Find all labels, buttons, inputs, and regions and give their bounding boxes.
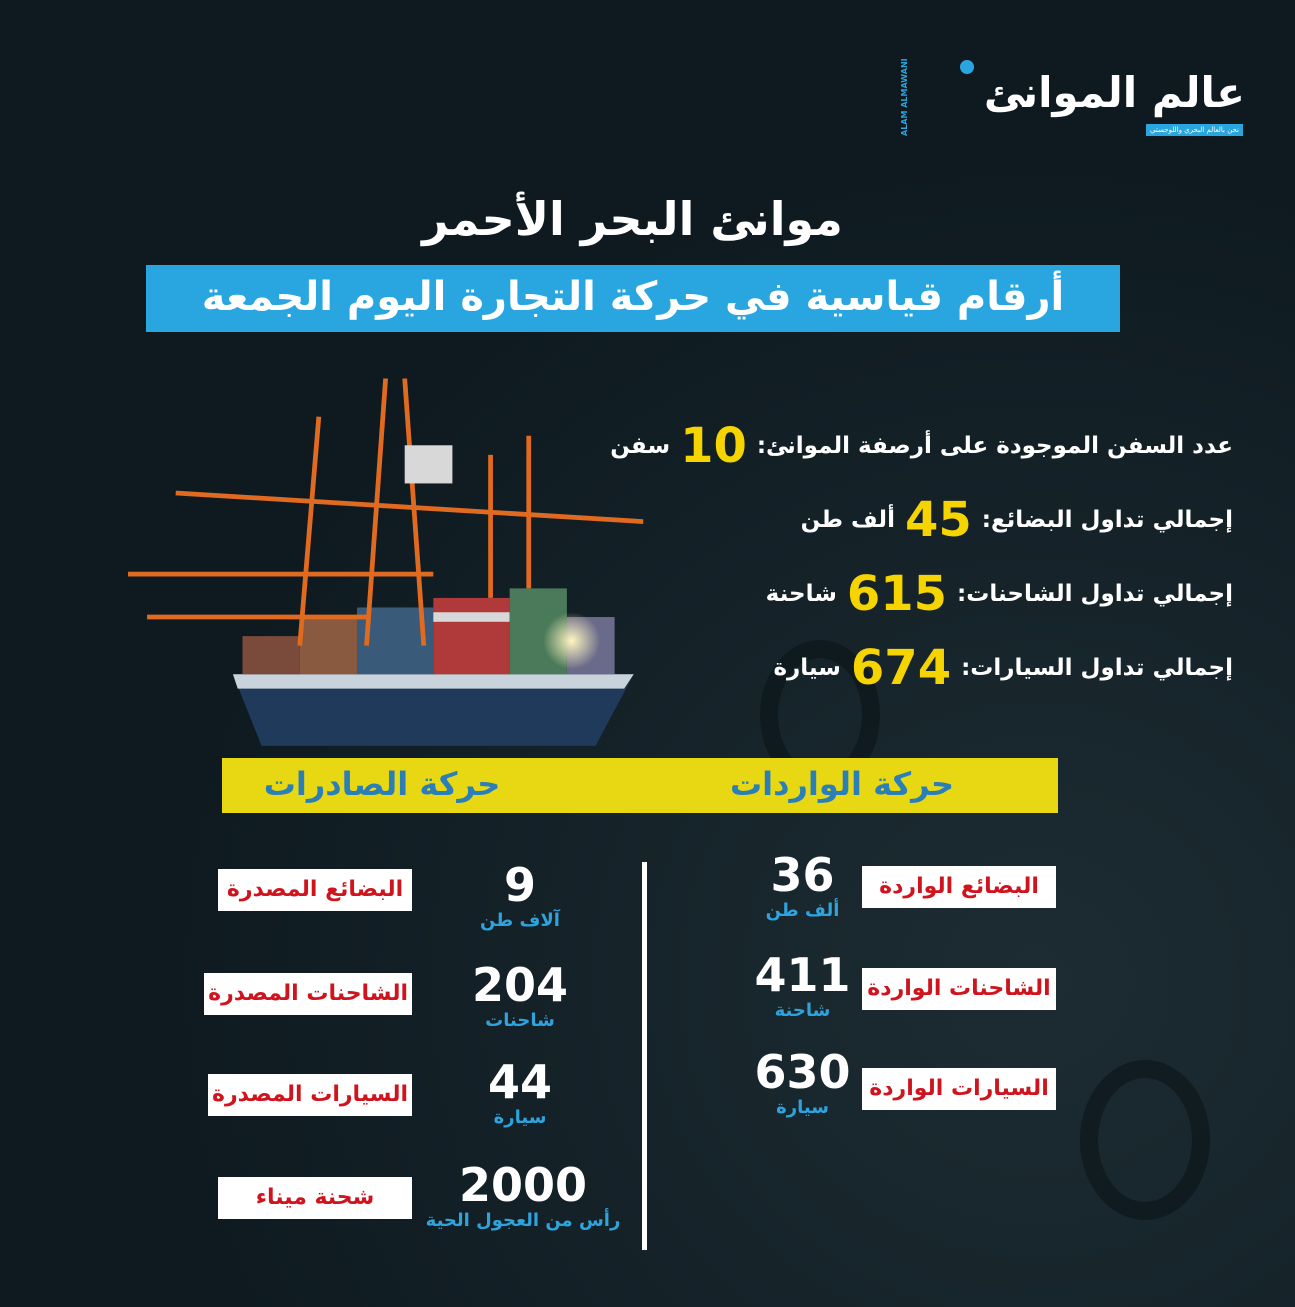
value: 2000 (458, 1158, 588, 1212)
unit: شاحنات (485, 1010, 555, 1031)
stat-unit: سيارة (773, 655, 841, 681)
exports-label: السيارات المصدرة (208, 1074, 412, 1116)
logo-latin: ALAM ALMAWANI (900, 58, 909, 136)
column-divider (642, 862, 647, 1250)
stat-value: 10 (680, 418, 747, 474)
section-header-bar: حركة الواردات حركة الصادرات (222, 758, 1058, 813)
imports-label: البضائع الواردة (862, 866, 1056, 908)
unit: آلاف طن (480, 910, 560, 931)
logo-text: عالم الموانئ (983, 68, 1245, 117)
imports-label: السيارات الواردة (862, 1068, 1056, 1110)
subtitle-banner: أرقام قياسية في حركة التجارة اليوم الجمع… (146, 265, 1120, 332)
stat-ships: عدد السفن الموجودة على أرصفة الموانئ: 10… (610, 418, 1233, 474)
unit: سيارة (776, 1097, 829, 1118)
stat-unit: ألف طن (800, 507, 895, 533)
logo: عالم الموانئ ALAM ALMAWANI نحن بالعالم ا… (900, 58, 1245, 140)
exports-label: شحنة ميناء (218, 1177, 412, 1219)
stat-label: عدد السفن الموجودة على أرصفة الموانئ: (756, 433, 1233, 459)
exports-label: الشاحنات المصدرة (204, 973, 412, 1015)
background-pattern (1080, 1060, 1210, 1220)
exports-label: البضائع المصدرة (218, 869, 412, 911)
stat-value: 45 (904, 492, 972, 548)
stat-label: إجمالي تداول الشاحنات: (957, 581, 1233, 607)
imports-label: الشاحنات الواردة (862, 968, 1056, 1010)
page-title: موانئ البحر الأحمر (422, 192, 843, 246)
exports-value: 2000 رأس من العجول الحية (418, 1160, 628, 1232)
value: 9 (503, 858, 536, 912)
unit: ألف طن (765, 900, 840, 921)
value: 411 (754, 948, 851, 1002)
value: 44 (487, 1055, 552, 1109)
stat-label: إجمالي تداول البضائع: (981, 507, 1233, 533)
stat-value: 674 (850, 640, 952, 696)
stat-goods: إجمالي تداول البضائع: 45 ألف طن (801, 492, 1233, 548)
logo-dot (960, 60, 974, 74)
stat-unit: شاحنة (765, 581, 837, 607)
imports-heading: حركة الواردات (729, 765, 955, 803)
unit: سيارة (493, 1107, 547, 1128)
exports-value: 204 شاحنات (430, 960, 610, 1032)
stat-unit: سفن (610, 433, 671, 459)
value: 36 (770, 848, 835, 902)
stat-label: إجمالي تداول السيارات: (961, 655, 1233, 681)
imports-value: 630 سيارة (745, 1047, 860, 1119)
imports-value: 36 ألف طن (745, 850, 860, 922)
value: 204 (471, 958, 569, 1012)
ship-crane-image (128, 378, 644, 746)
stat-trucks: إجمالي تداول الشاحنات: 615 شاحنة (766, 566, 1233, 622)
exports-value: 9 آلاف طن (430, 860, 610, 932)
exports-heading: حركة الصادرات (263, 765, 501, 803)
stat-cars: إجمالي تداول السيارات: 674 سيارة (773, 640, 1233, 696)
unit: شاحنة (774, 1000, 831, 1021)
imports-value: 411 شاحنة (745, 950, 860, 1022)
value: 630 (754, 1045, 851, 1099)
exports-value: 44 سيارة (430, 1057, 610, 1129)
stat-value: 615 (846, 566, 948, 622)
unit: رأس من العجول الحية (425, 1210, 621, 1231)
logo-tagline: نحن بالعالم البحري واللوجستي (1146, 124, 1243, 136)
